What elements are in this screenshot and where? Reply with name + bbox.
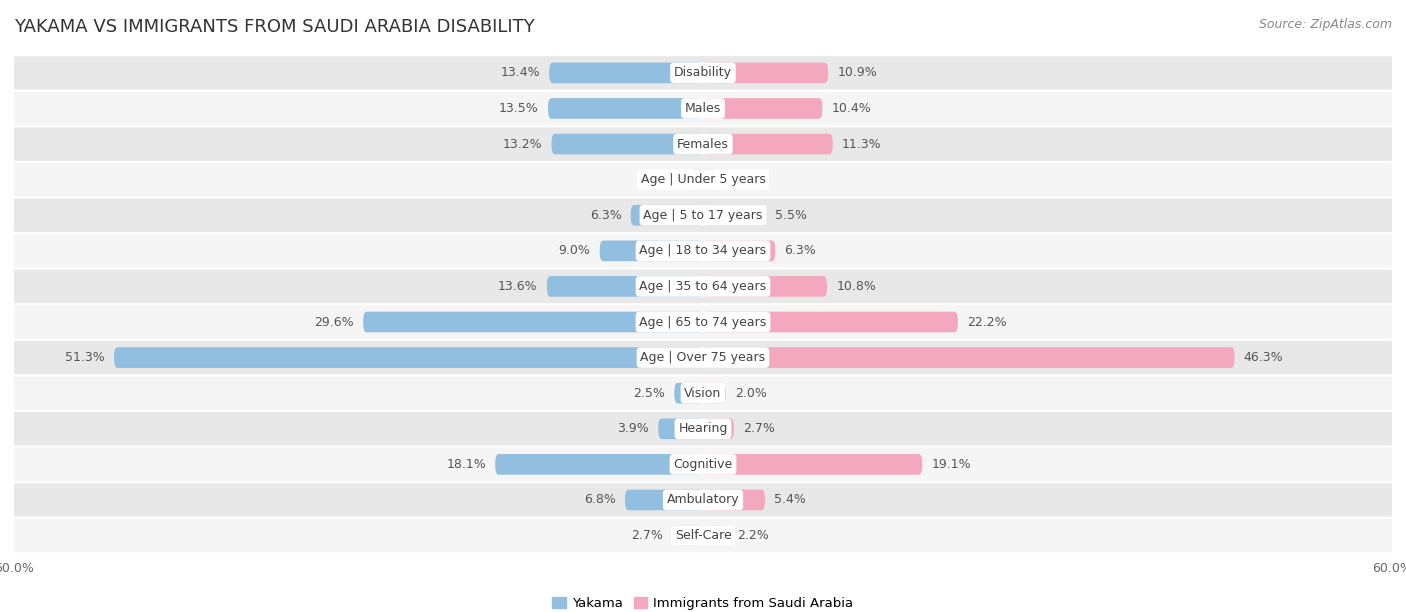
FancyBboxPatch shape bbox=[14, 270, 1392, 303]
Text: 51.3%: 51.3% bbox=[65, 351, 105, 364]
FancyBboxPatch shape bbox=[703, 170, 717, 190]
FancyBboxPatch shape bbox=[547, 276, 703, 297]
FancyBboxPatch shape bbox=[548, 98, 703, 119]
Text: Cognitive: Cognitive bbox=[673, 458, 733, 471]
FancyBboxPatch shape bbox=[658, 419, 703, 439]
Text: Source: ZipAtlas.com: Source: ZipAtlas.com bbox=[1258, 18, 1392, 31]
Text: Age | Over 75 years: Age | Over 75 years bbox=[641, 351, 765, 364]
FancyBboxPatch shape bbox=[14, 198, 1392, 232]
FancyBboxPatch shape bbox=[703, 98, 823, 119]
Text: 10.8%: 10.8% bbox=[837, 280, 876, 293]
FancyBboxPatch shape bbox=[672, 525, 703, 546]
FancyBboxPatch shape bbox=[703, 241, 775, 261]
Text: 18.1%: 18.1% bbox=[446, 458, 486, 471]
Text: 2.2%: 2.2% bbox=[738, 529, 769, 542]
Text: 5.5%: 5.5% bbox=[775, 209, 807, 222]
Text: 2.5%: 2.5% bbox=[633, 387, 665, 400]
Text: Males: Males bbox=[685, 102, 721, 115]
Text: Self-Care: Self-Care bbox=[675, 529, 731, 542]
FancyBboxPatch shape bbox=[624, 490, 703, 510]
FancyBboxPatch shape bbox=[631, 205, 703, 226]
Text: 10.9%: 10.9% bbox=[838, 66, 877, 80]
FancyBboxPatch shape bbox=[14, 341, 1392, 375]
FancyBboxPatch shape bbox=[703, 454, 922, 475]
Text: Hearing: Hearing bbox=[678, 422, 728, 435]
FancyBboxPatch shape bbox=[114, 347, 703, 368]
FancyBboxPatch shape bbox=[703, 419, 734, 439]
FancyBboxPatch shape bbox=[675, 383, 703, 403]
Text: 2.0%: 2.0% bbox=[735, 387, 768, 400]
FancyBboxPatch shape bbox=[551, 134, 703, 154]
FancyBboxPatch shape bbox=[14, 163, 1392, 196]
Text: Age | Under 5 years: Age | Under 5 years bbox=[641, 173, 765, 186]
FancyBboxPatch shape bbox=[703, 383, 725, 403]
Text: 11.3%: 11.3% bbox=[842, 138, 882, 151]
FancyBboxPatch shape bbox=[14, 92, 1392, 125]
Text: YAKAMA VS IMMIGRANTS FROM SAUDI ARABIA DISABILITY: YAKAMA VS IMMIGRANTS FROM SAUDI ARABIA D… bbox=[14, 18, 534, 36]
Text: 22.2%: 22.2% bbox=[967, 316, 1007, 329]
FancyBboxPatch shape bbox=[363, 312, 703, 332]
FancyBboxPatch shape bbox=[14, 305, 1392, 339]
FancyBboxPatch shape bbox=[550, 62, 703, 83]
Text: 46.3%: 46.3% bbox=[1244, 351, 1284, 364]
FancyBboxPatch shape bbox=[14, 56, 1392, 89]
Text: 1.2%: 1.2% bbox=[725, 173, 758, 186]
Text: 6.3%: 6.3% bbox=[589, 209, 621, 222]
Text: 29.6%: 29.6% bbox=[315, 316, 354, 329]
FancyBboxPatch shape bbox=[14, 412, 1392, 446]
Text: 6.8%: 6.8% bbox=[583, 493, 616, 507]
FancyBboxPatch shape bbox=[599, 241, 703, 261]
FancyBboxPatch shape bbox=[703, 347, 1234, 368]
FancyBboxPatch shape bbox=[692, 170, 703, 190]
FancyBboxPatch shape bbox=[703, 62, 828, 83]
Text: Ambulatory: Ambulatory bbox=[666, 493, 740, 507]
FancyBboxPatch shape bbox=[703, 205, 766, 226]
FancyBboxPatch shape bbox=[14, 234, 1392, 267]
Text: 13.4%: 13.4% bbox=[501, 66, 540, 80]
Text: 13.5%: 13.5% bbox=[499, 102, 538, 115]
Text: 9.0%: 9.0% bbox=[558, 244, 591, 257]
Text: 2.7%: 2.7% bbox=[631, 529, 662, 542]
Text: 6.3%: 6.3% bbox=[785, 244, 817, 257]
FancyBboxPatch shape bbox=[14, 483, 1392, 517]
Text: 13.6%: 13.6% bbox=[498, 280, 537, 293]
Text: 1.0%: 1.0% bbox=[651, 173, 682, 186]
Text: Disability: Disability bbox=[673, 66, 733, 80]
Text: 10.4%: 10.4% bbox=[831, 102, 872, 115]
Text: Age | 65 to 74 years: Age | 65 to 74 years bbox=[640, 316, 766, 329]
Text: 19.1%: 19.1% bbox=[932, 458, 972, 471]
Legend: Yakama, Immigrants from Saudi Arabia: Yakama, Immigrants from Saudi Arabia bbox=[547, 592, 859, 612]
FancyBboxPatch shape bbox=[14, 376, 1392, 410]
Text: 5.4%: 5.4% bbox=[775, 493, 806, 507]
FancyBboxPatch shape bbox=[703, 134, 832, 154]
FancyBboxPatch shape bbox=[703, 490, 765, 510]
Text: Age | 5 to 17 years: Age | 5 to 17 years bbox=[644, 209, 762, 222]
FancyBboxPatch shape bbox=[14, 127, 1392, 161]
FancyBboxPatch shape bbox=[495, 454, 703, 475]
FancyBboxPatch shape bbox=[14, 447, 1392, 481]
Text: Age | 35 to 64 years: Age | 35 to 64 years bbox=[640, 280, 766, 293]
Text: 3.9%: 3.9% bbox=[617, 422, 650, 435]
FancyBboxPatch shape bbox=[703, 276, 827, 297]
Text: Age | 18 to 34 years: Age | 18 to 34 years bbox=[640, 244, 766, 257]
Text: 2.7%: 2.7% bbox=[744, 422, 775, 435]
Text: 13.2%: 13.2% bbox=[502, 138, 543, 151]
FancyBboxPatch shape bbox=[703, 525, 728, 546]
FancyBboxPatch shape bbox=[703, 312, 957, 332]
Text: Females: Females bbox=[678, 138, 728, 151]
Text: Vision: Vision bbox=[685, 387, 721, 400]
FancyBboxPatch shape bbox=[14, 519, 1392, 552]
